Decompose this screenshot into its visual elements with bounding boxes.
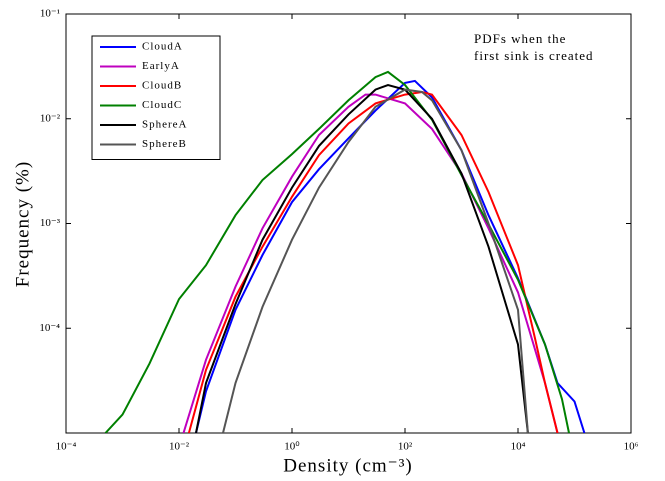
y-tick-label: 10⁻³	[40, 217, 61, 229]
legend-label: EarlyA	[142, 60, 180, 72]
series-line	[222, 88, 529, 433]
annotation: PDFs when the	[474, 31, 566, 46]
x-axis-label: Density (cm⁻³)	[283, 455, 412, 476]
x-tick-label: 10⁰	[284, 441, 300, 453]
legend-label: CloudC	[142, 99, 182, 111]
x-tick-label: 10⁻²	[169, 441, 190, 453]
legend-box	[91, 35, 221, 160]
legend-label: SphereA	[142, 119, 188, 131]
y-tick-label: 10⁻¹	[40, 8, 60, 20]
x-tick-label: 10⁴	[511, 441, 526, 453]
x-tick-label: 10⁶	[624, 441, 639, 453]
legend-label: CloudB	[142, 80, 182, 92]
lines	[104, 70, 586, 433]
annotation: first sink is created	[474, 48, 594, 63]
series-line	[104, 70, 570, 433]
x-tick-label: 10⁻⁴	[56, 441, 77, 453]
legend-label: SphereB	[142, 138, 187, 150]
x-tick-label: 10²	[398, 441, 413, 453]
series-line	[195, 83, 529, 433]
legend-label: CloudA	[142, 41, 183, 53]
y-tick-label: 10⁻⁴	[39, 322, 60, 334]
y-tick-label: 10⁻²	[40, 112, 61, 124]
y-axis-label: Frequency (%)	[12, 161, 33, 287]
